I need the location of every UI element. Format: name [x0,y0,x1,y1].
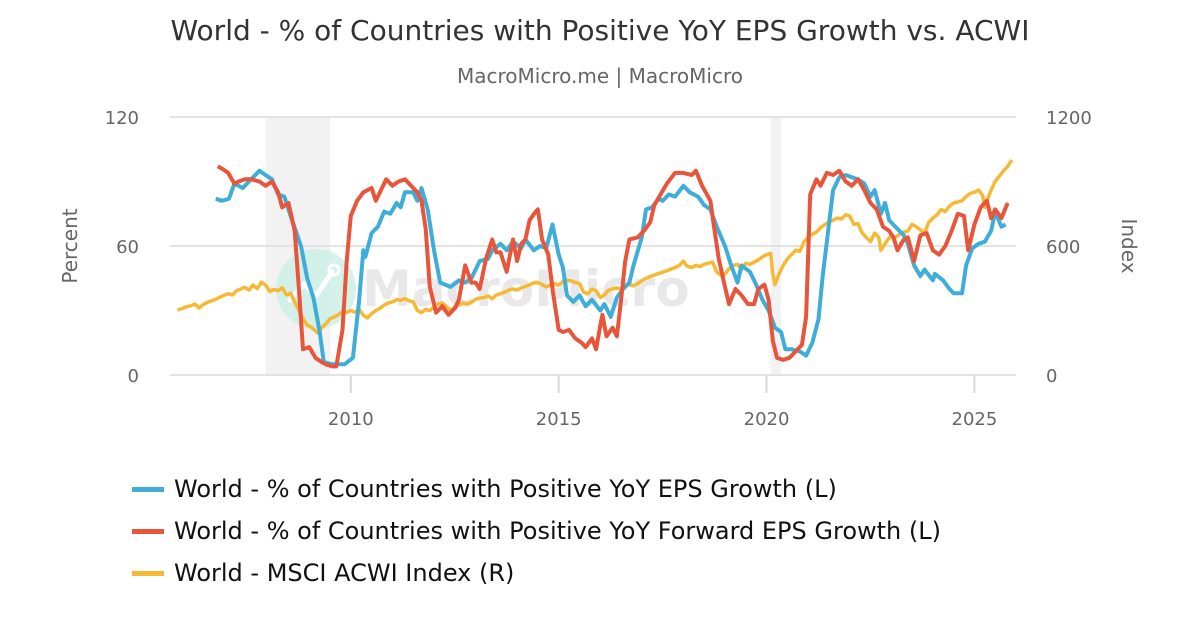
y-tick-label-left: 0 [128,366,139,387]
y-tick-label-right: 600 [1046,237,1080,258]
series-line-1[interactable] [216,164,1010,369]
legend-swatch-red [132,528,164,534]
legend: World - % of Countries with Positive YoY… [132,468,941,594]
y-tick-label-left: 60 [116,237,139,258]
y-axis-title-right: Index [1117,218,1141,273]
chart-title: World - % of Countries with Positive YoY… [170,14,1030,47]
watermark-text: MacroMicro [362,260,690,318]
y-axis-title-left: Percent [58,208,82,283]
y-tick-label-right: 0 [1046,366,1057,387]
legend-label: World - % of Countries with Positive YoY… [174,475,837,503]
legend-label: World - % of Countries with Positive YoY… [174,517,941,545]
series-line-0[interactable] [215,168,1007,367]
x-tick-label: 2025 [952,409,998,430]
legend-label: World - MSCI ACWI Index (R) [174,559,515,587]
x-tick-label: 2020 [744,409,790,430]
x-tick-label: 2015 [536,409,582,430]
legend-swatch-yellow [132,570,164,576]
gridlines [170,116,1016,376]
series-lines [176,159,1014,369]
y-tick-label-left: 120 [105,108,139,129]
x-tick-label: 2010 [328,409,374,430]
legend-item-acwi-index[interactable]: World - MSCI ACWI Index (R) [132,552,941,594]
legend-item-forward-eps-growth[interactable]: World - % of Countries with Positive YoY… [132,510,941,552]
y-tick-label-right: 1200 [1046,108,1092,129]
legend-swatch-blue [132,486,164,492]
legend-item-eps-growth[interactable]: World - % of Countries with Positive YoY… [132,468,941,510]
chart-subtitle: MacroMicro.me | MacroMicro [457,64,743,88]
logo-dot [327,263,341,277]
